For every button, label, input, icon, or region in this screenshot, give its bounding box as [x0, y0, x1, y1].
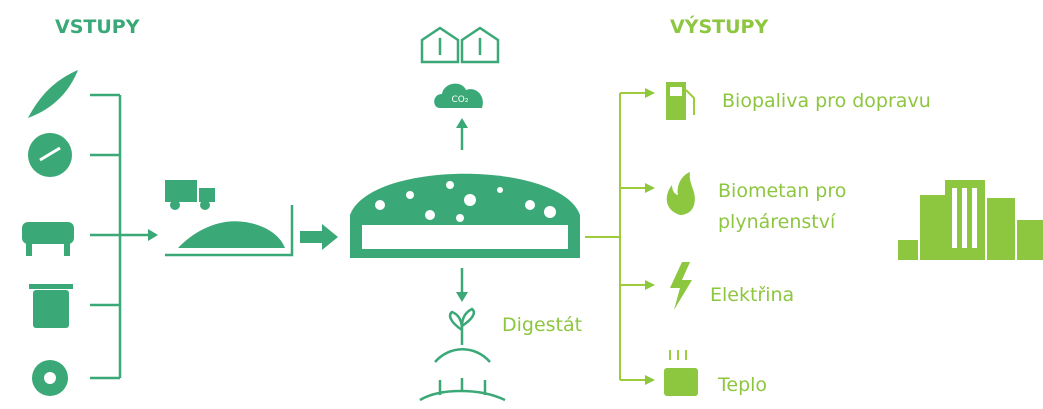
digestate: Digestát [420, 268, 582, 400]
output-label: Biopaliva pro dopravu [722, 90, 931, 112]
emissions: CO₂ [422, 28, 498, 150]
outputs-heading: VÝSTUPY [670, 14, 768, 38]
city [898, 180, 1043, 260]
feed-storage [165, 180, 338, 255]
digestate-label: Digestát [502, 314, 582, 336]
output-label: Biometan pro [718, 180, 846, 202]
output-label: Teplo [717, 374, 767, 396]
co2-label: CO₂ [452, 95, 469, 105]
output-connectors [585, 88, 655, 385]
input-icons [22, 70, 78, 396]
output-icons [664, 82, 698, 396]
digester [350, 174, 580, 258]
input-connectors [90, 95, 158, 378]
output-label: Elektřina [710, 284, 794, 306]
diagram: VSTUPY VÝSTUPY CO₂ [0, 0, 1043, 409]
output-label: plynárenství [718, 211, 836, 233]
inputs-heading: VSTUPY [55, 16, 140, 38]
